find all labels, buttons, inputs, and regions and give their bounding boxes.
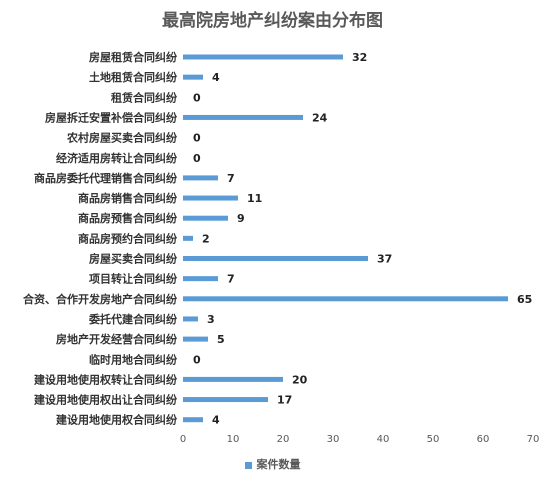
category-label: 委托代建合同纠纷 bbox=[88, 312, 177, 326]
bar bbox=[183, 336, 208, 342]
bar bbox=[183, 256, 368, 261]
bar bbox=[183, 376, 283, 382]
category-label: 房屋拆迁安置补偿合同纠纷 bbox=[45, 110, 177, 124]
data-label: 9 bbox=[237, 212, 245, 225]
category-label: 项目转让合同纠纷 bbox=[89, 272, 177, 286]
data-label: 4 bbox=[212, 414, 220, 427]
data-label: 0 bbox=[193, 353, 201, 366]
data-label: 4 bbox=[212, 71, 220, 84]
category-label: 商品房预约合同纠纷 bbox=[78, 231, 177, 245]
x-tick-label: 0 bbox=[180, 434, 186, 445]
data-label: 0 bbox=[193, 152, 201, 165]
x-tick-label: 50 bbox=[427, 434, 440, 445]
category-label: 农村房屋买卖合同纠纷 bbox=[66, 131, 177, 145]
legend-swatch bbox=[244, 461, 252, 469]
bar bbox=[183, 215, 228, 221]
bar bbox=[183, 175, 218, 181]
x-tick-label: 20 bbox=[277, 434, 290, 445]
data-label: 20 bbox=[292, 373, 308, 386]
bar bbox=[183, 114, 303, 120]
category-label: 房屋买卖合同纠纷 bbox=[89, 252, 177, 266]
x-tick-label: 70 bbox=[527, 434, 540, 445]
category-label: 房屋租赁合同纠纷 bbox=[89, 50, 177, 64]
legend-label: 案件数量 bbox=[256, 458, 301, 471]
data-label: 7 bbox=[227, 273, 235, 286]
x-tick-label: 40 bbox=[377, 434, 390, 445]
bar bbox=[183, 296, 508, 302]
category-label: 土地租赁合同纠纷 bbox=[89, 70, 177, 84]
bar bbox=[183, 276, 218, 282]
data-label: 37 bbox=[377, 253, 392, 266]
data-label: 3 bbox=[207, 313, 215, 326]
data-label: 2 bbox=[202, 232, 210, 245]
chart-legend: 案件数量 bbox=[0, 456, 545, 472]
bar bbox=[183, 397, 268, 403]
data-label: 17 bbox=[277, 394, 292, 407]
data-label: 0 bbox=[193, 91, 201, 104]
data-label: 11 bbox=[247, 192, 262, 205]
category-label: 临时用地合同纠纷 bbox=[89, 352, 177, 366]
chart-title: 最高院房地产纠纷案由分布图 bbox=[162, 11, 383, 31]
category-label: 商品房预售合同纠纷 bbox=[78, 211, 177, 225]
data-label: 24 bbox=[312, 111, 328, 124]
x-tick-label: 10 bbox=[227, 434, 240, 445]
category-label: 建设用地使用权出让合同纠纷 bbox=[34, 393, 177, 407]
bar bbox=[183, 195, 238, 201]
bar bbox=[183, 316, 198, 322]
data-label: 5 bbox=[217, 333, 225, 346]
bar bbox=[183, 74, 203, 80]
category-label: 合资、合作开发房地产合同纠纷 bbox=[23, 292, 177, 306]
x-tick-label: 30 bbox=[327, 434, 340, 445]
category-label: 商品房委托代理销售合同纠纷 bbox=[34, 171, 177, 185]
bar bbox=[183, 417, 203, 423]
data-label: 0 bbox=[193, 132, 201, 145]
x-tick-label: 60 bbox=[477, 434, 490, 445]
data-label: 32 bbox=[352, 51, 367, 64]
category-label: 商品房销售合同纠纷 bbox=[78, 191, 177, 205]
bar bbox=[183, 54, 343, 60]
category-label: 经济适用房转让合同纠纷 bbox=[56, 151, 177, 165]
category-label: 建设用地使用权转让合同纠纷 bbox=[34, 372, 177, 386]
category-label: 建设用地使用权合同纠纷 bbox=[56, 413, 177, 427]
category-label: 租赁合同纠纷 bbox=[111, 90, 177, 104]
bar bbox=[183, 235, 193, 241]
data-label: 65 bbox=[517, 293, 532, 306]
category-label: 房地产开发经营合同纠纷 bbox=[56, 332, 177, 346]
data-label: 7 bbox=[227, 172, 235, 185]
